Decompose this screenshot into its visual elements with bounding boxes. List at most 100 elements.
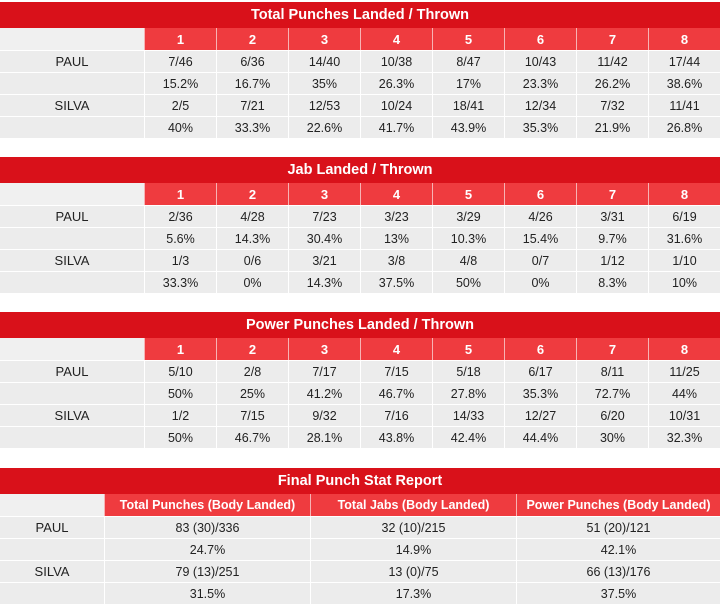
- landed-thrown-cell: 7/16: [360, 404, 432, 426]
- percentage-cell: 14.3%: [288, 271, 360, 293]
- landed-thrown-cell: 14/40: [288, 50, 360, 72]
- landed-thrown-cell: 2/36: [144, 205, 216, 227]
- landed-thrown-cell: 5/10: [144, 360, 216, 382]
- round-number: 8: [648, 183, 720, 205]
- landed-thrown-cell: 8/47: [432, 50, 504, 72]
- total-value-cell: 13 (0)/75: [310, 560, 516, 582]
- landed-thrown-cell: 6/20: [576, 404, 648, 426]
- total-value-cell: 83 (30)/336: [104, 516, 310, 538]
- landed-thrown-cell: 12/27: [504, 404, 576, 426]
- column-header: Power Punches (Body Landed): [516, 494, 720, 516]
- landed-thrown-cell: 10/38: [360, 50, 432, 72]
- percentage-cell: 35.3%: [504, 116, 576, 138]
- landed-thrown-cell: 18/41: [432, 94, 504, 116]
- round-number: 4: [360, 28, 432, 50]
- landed-thrown-cell: 7/17: [288, 360, 360, 382]
- landed-thrown-cell: 6/36: [216, 50, 288, 72]
- percentage-cell: 31.5%: [104, 582, 310, 604]
- percentage-cell: 26.2%: [576, 72, 648, 94]
- landed-thrown-cell: 6/19: [648, 205, 720, 227]
- round-number: 2: [216, 28, 288, 50]
- total-value-cell: 32 (10)/215: [310, 516, 516, 538]
- table-row: 5.6% 14.3% 30.4% 13% 10.3% 15.4% 9.7% 31…: [0, 227, 720, 249]
- round-number: 6: [504, 338, 576, 360]
- column-header: Total Jabs (Body Landed): [310, 494, 516, 516]
- round-number: 3: [288, 183, 360, 205]
- landed-thrown-cell: 3/31: [576, 205, 648, 227]
- landed-thrown-cell: 7/23: [288, 205, 360, 227]
- total-value-cell: 79 (13)/251: [104, 560, 310, 582]
- round-number: 8: [648, 28, 720, 50]
- percentage-cell: 22.6%: [288, 116, 360, 138]
- landed-thrown-cell: 1/12: [576, 249, 648, 271]
- landed-thrown-cell: 3/8: [360, 249, 432, 271]
- percentage-cell: 14.3%: [216, 227, 288, 249]
- table-row: 31.5% 17.3% 37.5%: [0, 582, 720, 604]
- percentage-cell: 10.3%: [432, 227, 504, 249]
- landed-thrown-cell: 4/8: [432, 249, 504, 271]
- landed-thrown-cell: 11/42: [576, 50, 648, 72]
- landed-thrown-cell: 14/33: [432, 404, 504, 426]
- percentage-cell: 42.4%: [432, 426, 504, 448]
- landed-thrown-cell: 1/10: [648, 249, 720, 271]
- final-punch-stat-report: Final Punch Stat Report Total Punches (B…: [0, 468, 720, 604]
- round-number: 2: [216, 183, 288, 205]
- table-row: 50% 25% 41.2% 46.7% 27.8% 35.3% 72.7% 44…: [0, 382, 720, 404]
- fighter-name: PAUL: [0, 205, 144, 227]
- percentage-cell: 46.7%: [216, 426, 288, 448]
- table-row: PAUL 7/46 6/36 14/40 10/38 8/47 10/43 11…: [0, 50, 720, 72]
- percentage-cell: 24.7%: [104, 538, 310, 560]
- percentage-cell: 37.5%: [360, 271, 432, 293]
- fighter-name: PAUL: [0, 50, 144, 72]
- round-number: 7: [576, 338, 648, 360]
- round-number: 5: [432, 183, 504, 205]
- round-number: 5: [432, 338, 504, 360]
- fighter-name: SILVA: [0, 560, 104, 582]
- percentage-cell: 27.8%: [432, 382, 504, 404]
- percentage-cell: 42.1%: [516, 538, 720, 560]
- round-header-row: 1 2 3 4 5 6 7 8: [0, 28, 720, 50]
- stat-table-total-punches: Total Punches Landed / Thrown 1 2 3 4 5 …: [0, 2, 720, 138]
- round-header-row: 1 2 3 4 5 6 7 8: [0, 338, 720, 360]
- landed-thrown-cell: 1/3: [144, 249, 216, 271]
- percentage-cell: 14.9%: [310, 538, 516, 560]
- percentage-cell: 17%: [432, 72, 504, 94]
- percentage-cell: 43.9%: [432, 116, 504, 138]
- percentage-cell: 41.7%: [360, 116, 432, 138]
- landed-thrown-cell: 4/26: [504, 205, 576, 227]
- percentage-cell: 25%: [216, 382, 288, 404]
- landed-thrown-cell: 10/24: [360, 94, 432, 116]
- table-title: Power Punches Landed / Thrown: [0, 312, 720, 338]
- percentage-cell: 30.4%: [288, 227, 360, 249]
- landed-thrown-cell: 10/31: [648, 404, 720, 426]
- fighter-name: PAUL: [0, 360, 144, 382]
- round-number: 7: [576, 183, 648, 205]
- stat-table-jabs: Jab Landed / Thrown 1 2 3 4 5 6 7 8 PAUL…: [0, 157, 720, 293]
- landed-thrown-cell: 7/15: [360, 360, 432, 382]
- table-row: PAUL 5/10 2/8 7/17 7/15 5/18 6/17 8/11 1…: [0, 360, 720, 382]
- landed-thrown-cell: 11/25: [648, 360, 720, 382]
- fighter-name: SILVA: [0, 249, 144, 271]
- percentage-cell: 10%: [648, 271, 720, 293]
- percentage-cell: 28.1%: [288, 426, 360, 448]
- table-row: 24.7% 14.9% 42.1%: [0, 538, 720, 560]
- percentage-cell: 9.7%: [576, 227, 648, 249]
- percentage-cell: 40%: [144, 116, 216, 138]
- percentage-cell: 41.2%: [288, 382, 360, 404]
- landed-thrown-cell: 9/32: [288, 404, 360, 426]
- percentage-cell: 43.8%: [360, 426, 432, 448]
- landed-thrown-cell: 3/23: [360, 205, 432, 227]
- percentage-cell: 17.3%: [310, 582, 516, 604]
- landed-thrown-cell: 12/34: [504, 94, 576, 116]
- round-header-row: 1 2 3 4 5 6 7 8: [0, 183, 720, 205]
- stat-table-power-punches: Power Punches Landed / Thrown 1 2 3 4 5 …: [0, 312, 720, 448]
- percentage-cell: 8.3%: [576, 271, 648, 293]
- table-row: PAUL 83 (30)/336 32 (10)/215 51 (20)/121: [0, 516, 720, 538]
- round-number: 6: [504, 28, 576, 50]
- percentage-cell: 0%: [216, 271, 288, 293]
- landed-thrown-cell: 7/21: [216, 94, 288, 116]
- percentage-cell: 38.6%: [648, 72, 720, 94]
- total-value-cell: 66 (13)/176: [516, 560, 720, 582]
- fighter-name: SILVA: [0, 404, 144, 426]
- landed-thrown-cell: 0/6: [216, 249, 288, 271]
